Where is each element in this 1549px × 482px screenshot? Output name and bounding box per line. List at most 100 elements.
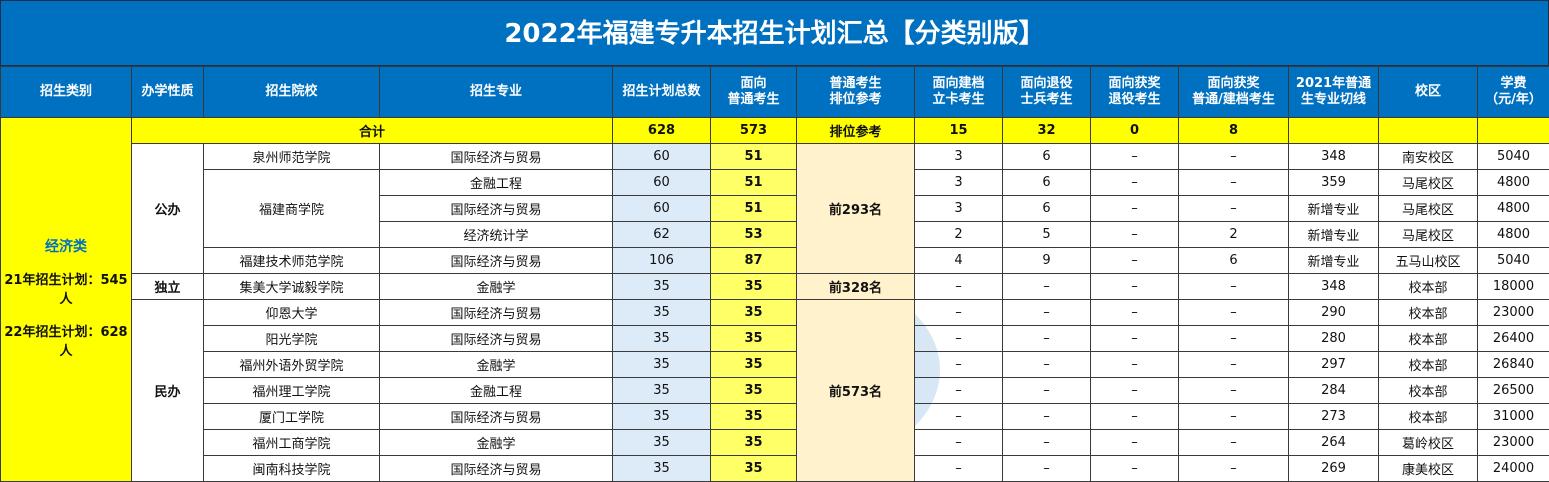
column-header: 面向退役士兵考生 [1003,67,1091,118]
general-cell: 35 [711,300,797,326]
general-cell: 51 [711,170,797,196]
campus-cell: 马尾校区 [1379,170,1478,196]
award-general-cell: – [1179,300,1289,326]
award-veteran-cell: – [1091,274,1179,300]
major-cell: 国际经济与贸易 [380,144,613,170]
school-cell: 福建商学院 [204,170,380,248]
column-header: 招生计划总数 [613,67,711,118]
award-veteran-cell: – [1091,300,1179,326]
column-header: 招生类别 [1,67,132,118]
column-header: 学费（元/年） [1478,67,1549,118]
general-cell: 51 [711,144,797,170]
cutline-cell: 264 [1289,430,1379,456]
cutline-cell: 273 [1289,404,1379,430]
veteran-cell: – [1003,378,1091,404]
total-plan: 628 [613,118,711,144]
fee-cell: 26400 [1478,326,1549,352]
plan-cell: 60 [613,196,711,222]
award-general-cell: – [1179,196,1289,222]
plan-cell: 35 [613,300,711,326]
campus-cell: 五马山校区 [1379,248,1478,274]
campus-cell: 校本部 [1379,352,1478,378]
veteran-cell: – [1003,352,1091,378]
column-header: 招生院校 [204,67,380,118]
poverty-cell: – [915,456,1003,482]
sheet-title: 2022年福建专升本招生计划汇总【分类别版】 [0,0,1549,66]
award-veteran-cell: – [1091,326,1179,352]
general-cell: 87 [711,248,797,274]
major-cell: 国际经济与贸易 [380,326,613,352]
nature-cell: 公办 [132,144,204,274]
award-general-cell: – [1179,456,1289,482]
campus-cell: 马尾校区 [1379,222,1478,248]
school-cell: 集美大学诚毅学院 [204,274,380,300]
total-general: 573 [711,118,797,144]
general-cell: 35 [711,378,797,404]
award-veteran-cell: – [1091,456,1179,482]
general-cell: 35 [711,404,797,430]
award-veteran-cell: – [1091,378,1179,404]
poverty-cell: – [915,326,1003,352]
major-cell: 国际经济与贸易 [380,404,613,430]
fee-cell: 18000 [1478,274,1549,300]
veteran-cell: 6 [1003,144,1091,170]
poverty-cell: – [915,378,1003,404]
campus-cell: 校本部 [1379,404,1478,430]
column-header: 面向普通考生 [711,67,797,118]
veteran-cell: 6 [1003,196,1091,222]
cutline-cell: 348 [1289,274,1379,300]
general-cell: 35 [711,352,797,378]
campus-cell: 校本部 [1379,300,1478,326]
campus-cell: 葛岭校区 [1379,430,1478,456]
fee-cell: 31000 [1478,404,1549,430]
cutline-cell: 新增专业 [1289,222,1379,248]
major-cell: 国际经济与贸易 [380,300,613,326]
column-header: 校区 [1379,67,1478,118]
poverty-cell: 3 [915,144,1003,170]
poverty-cell: – [915,352,1003,378]
cutline-cell: 269 [1289,456,1379,482]
header-row: 招生类别办学性质招生院校招生专业招生计划总数面向普通考生普通考生排位参考面向建档… [1,67,1549,118]
fee-cell: 26500 [1478,378,1549,404]
column-header: 2021年普通生专业切线 [1289,67,1379,118]
column-header: 办学性质 [132,67,204,118]
campus-cell: 南安校区 [1379,144,1478,170]
award-general-cell: – [1179,352,1289,378]
award-veteran-cell: – [1091,170,1179,196]
fee-cell: 26840 [1478,352,1549,378]
major-cell: 金融学 [380,352,613,378]
rank-cell: 前573名 [797,300,915,482]
total-campus [1379,118,1478,144]
major-cell: 金融学 [380,430,613,456]
major-cell: 经济统计学 [380,222,613,248]
veteran-cell: – [1003,404,1091,430]
general-cell: 35 [711,430,797,456]
total-award-general: 8 [1179,118,1289,144]
campus-cell: 校本部 [1379,378,1478,404]
category-name: 经济类 [1,238,131,257]
fee-cell: 5040 [1478,248,1549,274]
plan-cell: 35 [613,404,711,430]
award-veteran-cell: – [1091,430,1179,456]
major-cell: 金融工程 [380,170,613,196]
award-general-cell: – [1179,326,1289,352]
poverty-cell: – [915,404,1003,430]
award-veteran-cell: – [1091,248,1179,274]
award-veteran-cell: – [1091,352,1179,378]
school-cell: 福州工商学院 [204,430,380,456]
plan-cell: 35 [613,430,711,456]
school-cell: 福州理工学院 [204,378,380,404]
major-cell: 国际经济与贸易 [380,456,613,482]
award-general-cell: 6 [1179,248,1289,274]
cutline-cell: 280 [1289,326,1379,352]
school-cell: 闽南科技学院 [204,456,380,482]
column-header: 面向获奖退役考生 [1091,67,1179,118]
